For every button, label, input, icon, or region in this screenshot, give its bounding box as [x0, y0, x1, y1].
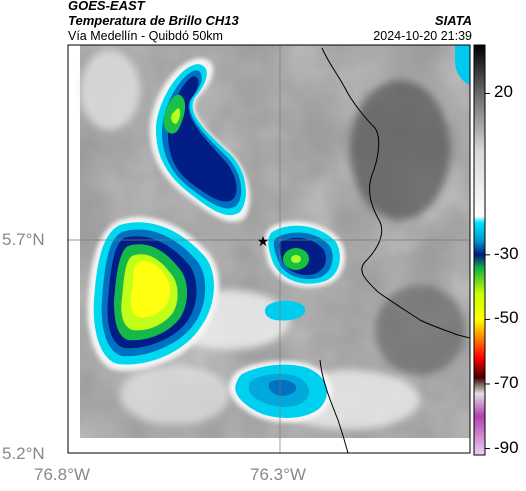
cloud-north [150, 58, 250, 222]
colorbar-label: -30 [494, 243, 519, 263]
datetime-label: 2024-10-20 21:39 [373, 29, 472, 43]
y-tick-label: 5.2°N [2, 444, 45, 463]
station-marker[interactable]: ★ [257, 233, 270, 249]
source-label: SIATA [434, 13, 472, 28]
colorbar-label: -70 [494, 372, 519, 392]
colorbar-label: -50 [494, 308, 519, 328]
country-border [319, 47, 470, 453]
map-frame [67, 44, 471, 454]
x-tick-label: 76.3°W [250, 465, 306, 484]
colorbar-ticks [485, 92, 490, 450]
y-tick-label: 5.7°N [2, 230, 45, 249]
region-label: Vía Medellín - Quibdó 50km [68, 29, 223, 43]
satellite-image [68, 45, 470, 453]
product-title: Temperatura de Brillo CH13 [68, 13, 239, 28]
satellite-title: GOES-EAST [68, 0, 145, 13]
cloud-ne [455, 45, 470, 85]
x-tick-label: 76.8°W [34, 465, 90, 484]
colorbar-label: 20 [494, 82, 513, 102]
cloud-west [87, 216, 220, 371]
cloud-small [264, 300, 306, 321]
cloud-south [229, 360, 333, 423]
colorbar-label: -90 [494, 437, 519, 457]
colorbar-strip [473, 44, 486, 456]
grid-lines [68, 45, 470, 453]
